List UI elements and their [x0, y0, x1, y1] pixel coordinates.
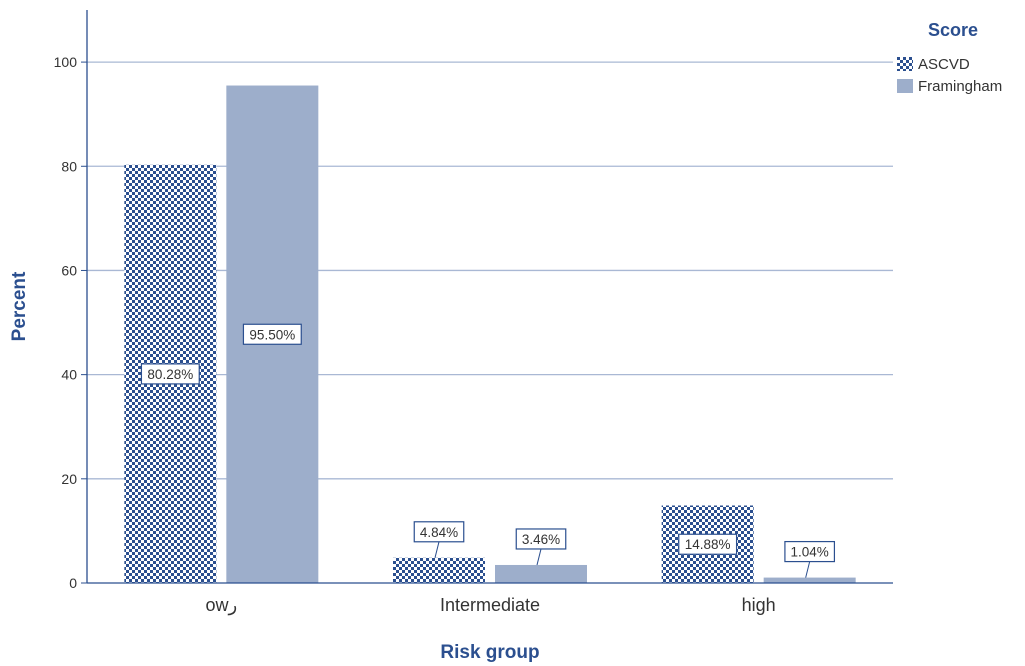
bar-framingham	[495, 564, 587, 583]
data-label-box	[678, 533, 738, 555]
data-label: 80.28%	[147, 367, 193, 382]
data-label-leader	[536, 548, 542, 566]
data-label-box	[784, 540, 836, 563]
data-label: 14.88%	[685, 537, 731, 552]
data-label-box	[242, 323, 302, 345]
legend: Score ASCVD Framingham	[897, 20, 1002, 95]
bars	[124, 85, 856, 584]
bar-ascvd	[393, 557, 485, 583]
x-tick-label: owر	[205, 595, 237, 616]
data-label: 95.50%	[249, 327, 295, 342]
legend-swatch-ascvd	[897, 57, 913, 71]
legend-title: Score	[928, 20, 978, 40]
y-tick-label: 60	[61, 262, 77, 278]
data-labels: 80.28% 95.50% 4.84% 3.46% 14.88% 1.04%	[140, 323, 836, 578]
y-tick-label: 20	[61, 471, 77, 487]
x-axis-title: Risk group	[440, 642, 539, 663]
legend-label-ascvd: ASCVD	[918, 56, 970, 73]
legend-label-framingham: Framingham	[918, 78, 1002, 95]
y-tick-label: 40	[61, 367, 77, 383]
y-axis-title: Percent	[9, 271, 30, 341]
data-label-leader	[805, 561, 811, 578]
data-label: 4.84%	[420, 525, 458, 540]
legend-swatch-framingham	[897, 79, 913, 93]
data-label: 1.04%	[791, 545, 829, 560]
data-label-leader	[434, 541, 440, 558]
data-label: 3.46%	[522, 532, 560, 547]
x-tick-label: high	[742, 595, 776, 615]
y-tick-label: 100	[54, 54, 78, 70]
grid-lines	[87, 61, 893, 480]
x-tick-label: Intermediate	[440, 595, 540, 615]
data-label-box	[515, 528, 567, 550]
bar-framingham	[763, 577, 856, 583]
y-tick-label: 80	[61, 158, 77, 174]
axes: 0 20 40 60 80 100 owر Intermediate high Risk grou…	[9, 10, 893, 663]
y-tick-label: 0	[69, 575, 77, 591]
data-label-box	[413, 521, 465, 543]
data-label-box	[140, 363, 200, 385]
